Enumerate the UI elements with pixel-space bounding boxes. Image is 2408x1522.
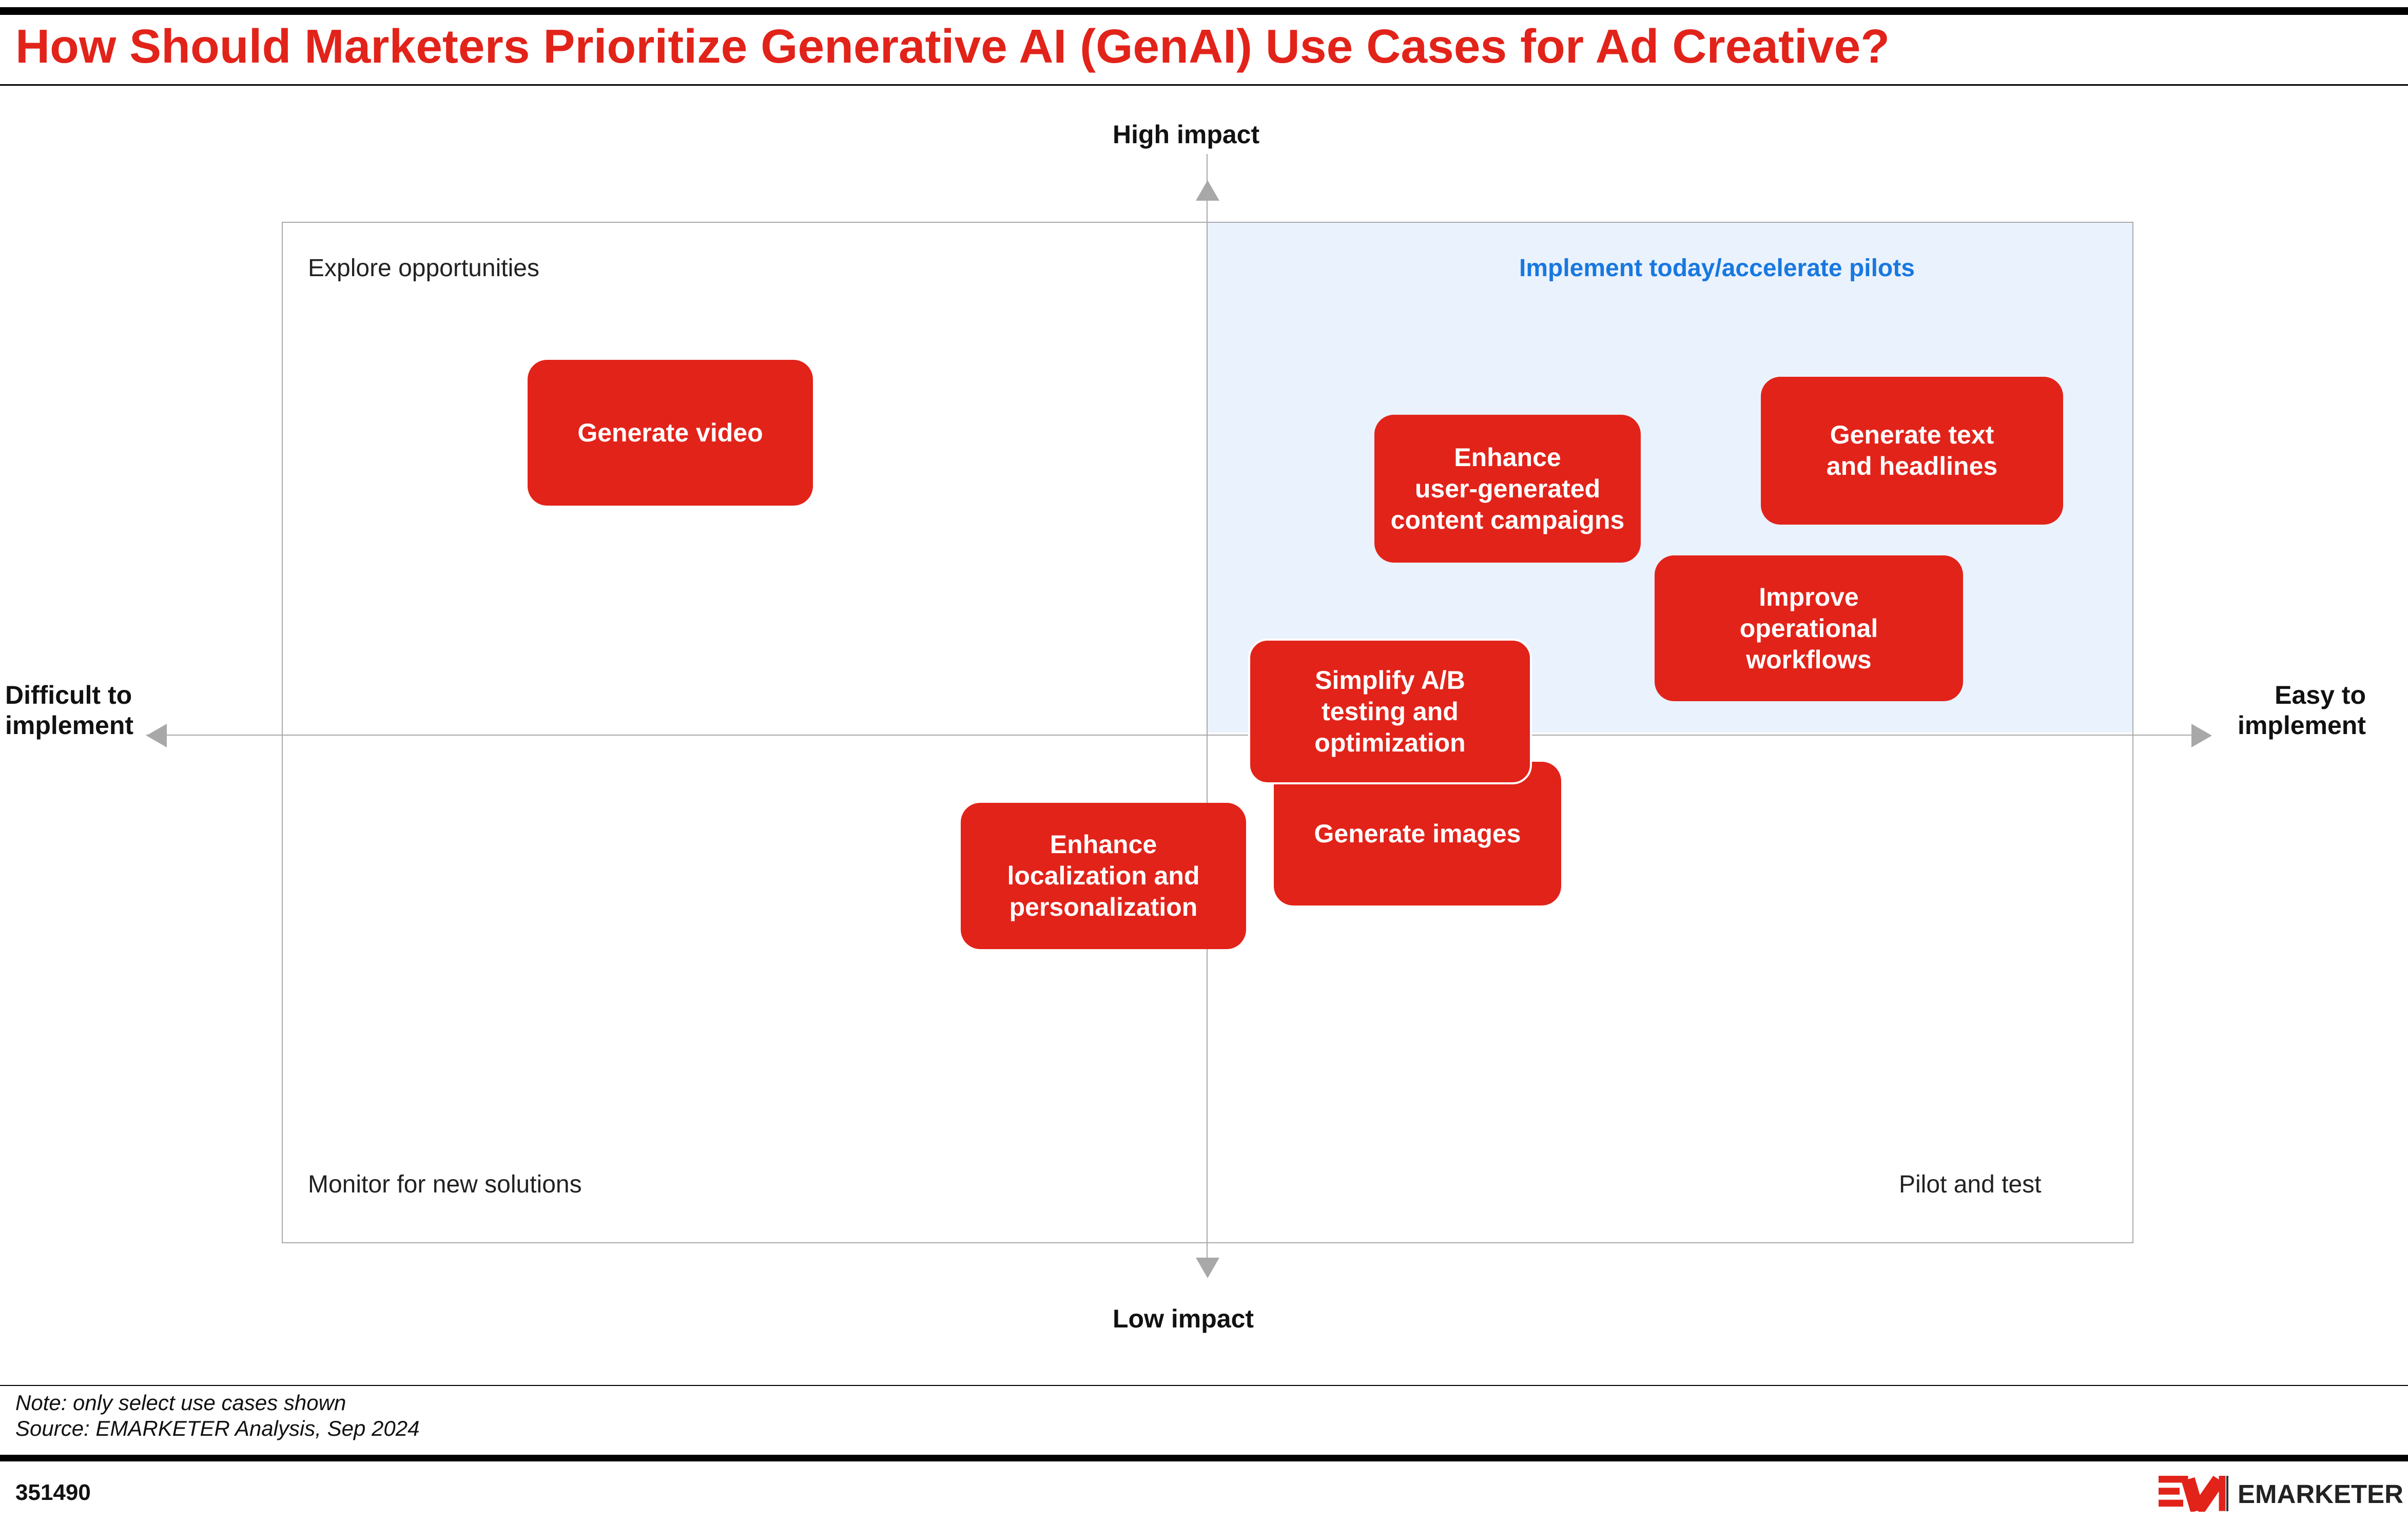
svg-text:EMARKETER: EMARKETER [2238,1479,2403,1509]
